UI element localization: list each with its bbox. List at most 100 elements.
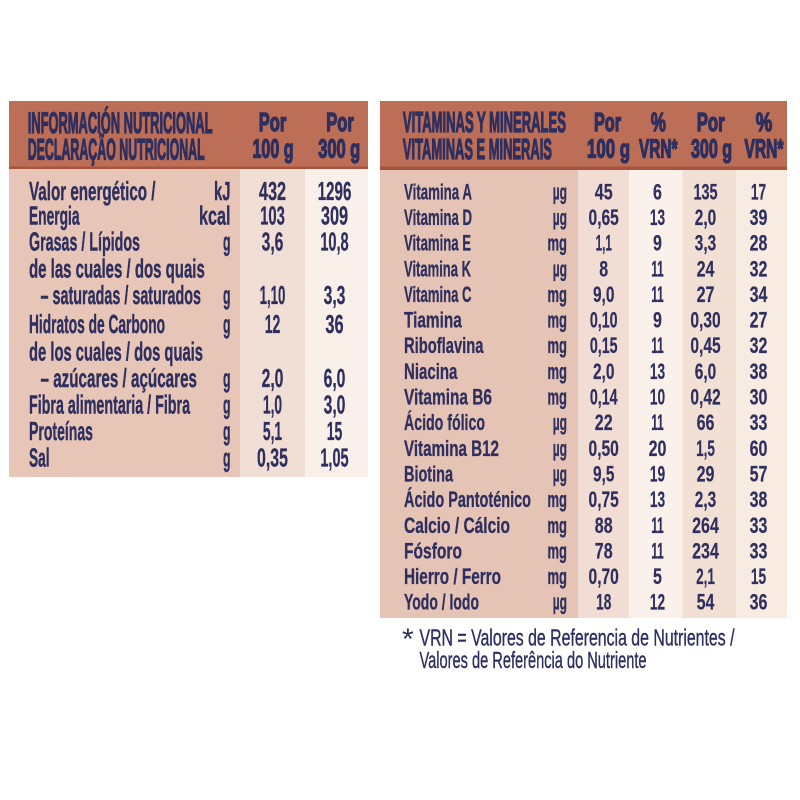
svg-text:20: 20: [649, 436, 667, 461]
svg-text:8: 8: [599, 256, 608, 281]
svg-text:13: 13: [650, 359, 665, 384]
svg-text:34: 34: [750, 282, 768, 307]
svg-text:0,10: 0,10: [590, 308, 618, 333]
svg-text:mg: mg: [548, 282, 568, 307]
svg-text:Calcio / Cálcio: Calcio / Cálcio: [404, 513, 510, 538]
svg-text:µg: µg: [553, 461, 567, 486]
svg-text:Por: Por: [594, 107, 621, 137]
svg-text:135: 135: [693, 179, 717, 204]
svg-text:Hierro / Ferro: Hierro / Ferro: [404, 564, 501, 589]
svg-text:Niacina: Niacina: [404, 359, 458, 384]
svg-text:Fósforo: Fósforo: [404, 538, 462, 563]
svg-text:0,45: 0,45: [690, 333, 720, 358]
svg-text:10,8: 10,8: [320, 226, 348, 256]
svg-text:de las cuales / dos quais: de las cuales / dos quais: [29, 253, 205, 283]
svg-text:0,35: 0,35: [257, 443, 288, 473]
svg-text:39: 39: [750, 205, 768, 230]
svg-text:µg: µg: [553, 590, 567, 615]
svg-text:mg: mg: [548, 564, 568, 589]
svg-text:6,0: 6,0: [324, 363, 346, 393]
svg-text:0,42: 0,42: [690, 385, 720, 410]
svg-text:mg: mg: [548, 385, 568, 410]
svg-text:Energia: Energia: [29, 200, 80, 230]
svg-text:Valores de Referência do Nutri: Valores de Referência do Nutriente: [420, 647, 647, 673]
svg-text:mg: mg: [548, 538, 568, 563]
svg-text:*: *: [402, 623, 414, 656]
svg-text:0,70: 0,70: [589, 564, 619, 589]
svg-text:17: 17: [751, 179, 766, 204]
svg-text:Vitamina B12: Vitamina B12: [404, 436, 499, 461]
svg-text:2,0: 2,0: [593, 359, 614, 384]
svg-text:3,6: 3,6: [262, 226, 284, 256]
svg-text:22: 22: [595, 410, 613, 435]
svg-text:0,75: 0,75: [589, 487, 619, 512]
svg-text:13: 13: [650, 205, 665, 230]
svg-text:Vitamina D: Vitamina D: [404, 205, 472, 230]
svg-text:12: 12: [650, 590, 665, 615]
svg-text:60: 60: [750, 436, 768, 461]
svg-text:38: 38: [750, 487, 768, 512]
svg-text:5: 5: [653, 564, 662, 589]
svg-text:1,05: 1,05: [320, 443, 348, 473]
svg-text:3,3: 3,3: [324, 280, 346, 310]
svg-text:mg: mg: [548, 487, 568, 512]
svg-text:100 g: 100 g: [253, 134, 294, 164]
svg-text:VRN*: VRN*: [639, 134, 678, 164]
svg-text:30: 30: [750, 385, 768, 410]
svg-text:88: 88: [595, 513, 613, 538]
svg-text:mg: mg: [548, 231, 568, 256]
svg-text:0,14: 0,14: [590, 385, 618, 410]
svg-text:Vitamina E: Vitamina E: [404, 231, 471, 256]
svg-text:9,0: 9,0: [593, 282, 614, 307]
svg-text:Por: Por: [326, 107, 354, 137]
svg-text:11: 11: [651, 256, 664, 281]
svg-text:µg: µg: [553, 205, 567, 230]
svg-text:300 g: 300 g: [691, 134, 732, 164]
svg-text:33: 33: [750, 513, 768, 538]
svg-text:33: 33: [750, 538, 768, 563]
svg-text:– azúcares / açúcares: – azúcares / açúcares: [41, 363, 198, 393]
svg-text:%: %: [756, 107, 773, 137]
svg-text:µg: µg: [553, 410, 567, 435]
svg-text:9: 9: [653, 231, 662, 256]
svg-text:234: 234: [692, 538, 719, 563]
svg-text:1,1: 1,1: [596, 231, 612, 256]
svg-text:12: 12: [265, 309, 281, 339]
svg-text:Por: Por: [697, 107, 725, 137]
svg-text:INFORMACIÓN NUTRICIONAL: INFORMACIÓN NUTRICIONAL: [28, 106, 213, 140]
svg-text:0,65: 0,65: [589, 205, 619, 230]
svg-text:24: 24: [697, 256, 715, 281]
svg-text:9: 9: [653, 308, 662, 333]
svg-text:300 g: 300 g: [318, 134, 360, 164]
svg-text:Vitamina A: Vitamina A: [404, 179, 472, 204]
svg-text:VITAMINAS Y MINERALES: VITAMINAS Y MINERALES: [403, 107, 566, 139]
svg-text:g: g: [223, 280, 231, 310]
svg-text:1,5: 1,5: [696, 436, 715, 461]
svg-text:Yodo / Iodo: Yodo / Iodo: [404, 590, 479, 615]
svg-text:g: g: [223, 443, 231, 473]
svg-text:9,5: 9,5: [593, 461, 614, 486]
svg-text:g: g: [223, 416, 231, 446]
svg-text:1,10: 1,10: [260, 280, 286, 310]
svg-text:2,1: 2,1: [696, 564, 715, 589]
svg-text:VITAMINAS E MINERAIS: VITAMINAS E MINERAIS: [403, 134, 552, 166]
svg-text:3,3: 3,3: [695, 231, 716, 256]
svg-text:mg: mg: [548, 513, 568, 538]
svg-text:432: 432: [259, 176, 286, 206]
svg-text:1,0: 1,0: [263, 390, 282, 420]
svg-text:38: 38: [750, 359, 768, 384]
svg-text:Vitamina C: Vitamina C: [404, 282, 472, 307]
svg-text:36: 36: [325, 309, 343, 339]
svg-text:Riboflavina: Riboflavina: [404, 333, 484, 358]
svg-text:Hidratos de Carbono: Hidratos de Carbono: [29, 309, 165, 339]
svg-text:kcal: kcal: [199, 200, 231, 230]
svg-text:10: 10: [650, 385, 665, 410]
svg-text:36: 36: [750, 590, 768, 615]
svg-text:28: 28: [750, 231, 768, 256]
svg-text:Sal: Sal: [29, 443, 50, 473]
svg-text:g: g: [223, 363, 231, 393]
svg-text:264: 264: [692, 513, 719, 538]
svg-text:2,3: 2,3: [695, 487, 716, 512]
svg-text:15: 15: [751, 564, 766, 589]
svg-text:2,0: 2,0: [262, 363, 284, 393]
